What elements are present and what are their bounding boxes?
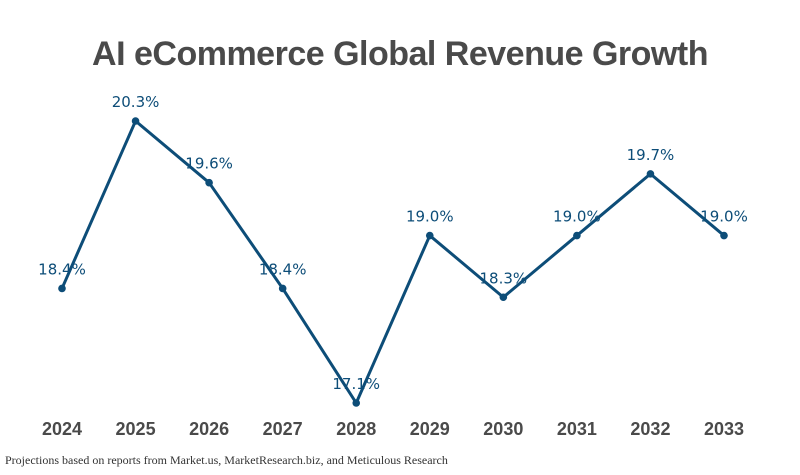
data-label-2031: 19.0% xyxy=(553,208,601,226)
data-label-2027: 18.4% xyxy=(259,260,307,278)
data-label-2033: 19.0% xyxy=(700,208,748,226)
x-tick-label-2026: 2026 xyxy=(189,419,229,439)
chart-title: AI eCommerce Global Revenue Growth xyxy=(92,35,708,73)
source-footnote: Projections based on reports from Market… xyxy=(5,453,448,467)
x-tick-label-2027: 2027 xyxy=(263,419,303,439)
data-point-2029 xyxy=(425,231,434,240)
data-point-2033 xyxy=(720,231,728,240)
data-point-2027 xyxy=(278,284,287,293)
plot-area: 18.4% 20.3% 19.6% 18.4% 17.1% 19.0% 18.3% 19.0%… xyxy=(38,93,748,439)
series-line xyxy=(60,119,726,405)
x-tick-label-2024: 2024 xyxy=(42,419,82,439)
x-tick-label-2029: 2029 xyxy=(410,419,450,439)
data-label-2029: 19.0% xyxy=(406,208,454,226)
x-tick-label-2032: 2032 xyxy=(630,419,670,439)
data-label-2030: 18.3% xyxy=(480,269,528,287)
data-label-2032: 19.7% xyxy=(627,146,675,164)
x-tick-label-2025: 2025 xyxy=(116,419,156,439)
data-label-2025: 20.3% xyxy=(112,93,160,111)
data-point-2032 xyxy=(646,170,655,178)
data-point-2031 xyxy=(573,231,581,240)
x-tick-label-2033: 2033 xyxy=(704,419,744,439)
x-tick-label-2030: 2030 xyxy=(483,419,523,439)
x-tick-label-2028: 2028 xyxy=(336,419,376,439)
data-label-2024: 18.4% xyxy=(38,260,86,278)
data-point-2025 xyxy=(131,117,140,125)
x-tick-label-2031: 2031 xyxy=(557,419,597,439)
data-point-2030 xyxy=(499,293,508,302)
data-point-2026 xyxy=(205,178,213,187)
data-point-2028 xyxy=(352,399,361,407)
data-label-2026: 19.6% xyxy=(185,155,233,173)
data-point-2024 xyxy=(58,284,66,293)
data-label-2028: 17.1% xyxy=(332,375,380,393)
